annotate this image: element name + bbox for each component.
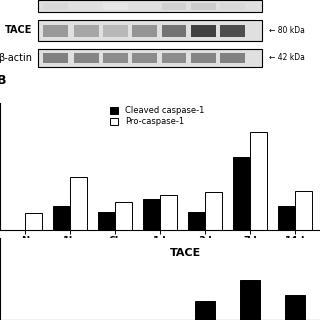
Bar bbox=[278, 206, 295, 230]
Bar bbox=[132, 3, 157, 10]
Bar bbox=[103, 3, 128, 10]
Bar bbox=[250, 132, 267, 230]
Bar bbox=[74, 52, 99, 63]
Bar bbox=[160, 195, 177, 230]
Text: TACE: TACE bbox=[170, 248, 201, 258]
Bar bbox=[191, 25, 216, 37]
Bar bbox=[240, 280, 260, 320]
Bar bbox=[220, 3, 245, 10]
Bar bbox=[143, 199, 160, 230]
Bar bbox=[103, 52, 128, 63]
Bar bbox=[188, 212, 205, 230]
Bar bbox=[43, 52, 68, 63]
Bar bbox=[115, 202, 132, 230]
Bar bbox=[38, 49, 262, 67]
Bar bbox=[98, 212, 115, 230]
Bar bbox=[70, 177, 87, 230]
Bar bbox=[195, 301, 215, 320]
Bar bbox=[132, 25, 157, 37]
Bar bbox=[132, 52, 157, 63]
Bar bbox=[162, 3, 187, 10]
Bar bbox=[162, 52, 187, 63]
Bar bbox=[191, 3, 216, 10]
Bar bbox=[74, 3, 99, 10]
Bar bbox=[220, 25, 245, 37]
Bar bbox=[43, 3, 68, 10]
Bar bbox=[205, 192, 222, 230]
Bar bbox=[285, 295, 305, 320]
Bar bbox=[191, 52, 216, 63]
Bar bbox=[103, 25, 128, 37]
Bar bbox=[38, 0, 262, 12]
Bar bbox=[53, 206, 70, 230]
Text: B: B bbox=[0, 74, 6, 87]
Bar bbox=[38, 20, 262, 41]
Bar bbox=[43, 25, 68, 37]
Legend: Cleaved caspase-1, Pro-caspase-1: Cleaved caspase-1, Pro-caspase-1 bbox=[110, 106, 204, 126]
Text: ← 42 kDa: ← 42 kDa bbox=[269, 53, 305, 62]
Text: TACE: TACE bbox=[4, 26, 32, 36]
Bar bbox=[220, 52, 245, 63]
Bar bbox=[162, 25, 187, 37]
Bar bbox=[233, 157, 250, 230]
Bar bbox=[295, 191, 312, 230]
Bar bbox=[25, 213, 42, 230]
Bar bbox=[74, 25, 99, 37]
Text: ← 80 kDa: ← 80 kDa bbox=[269, 26, 305, 35]
Text: β-actin: β-actin bbox=[0, 52, 32, 63]
